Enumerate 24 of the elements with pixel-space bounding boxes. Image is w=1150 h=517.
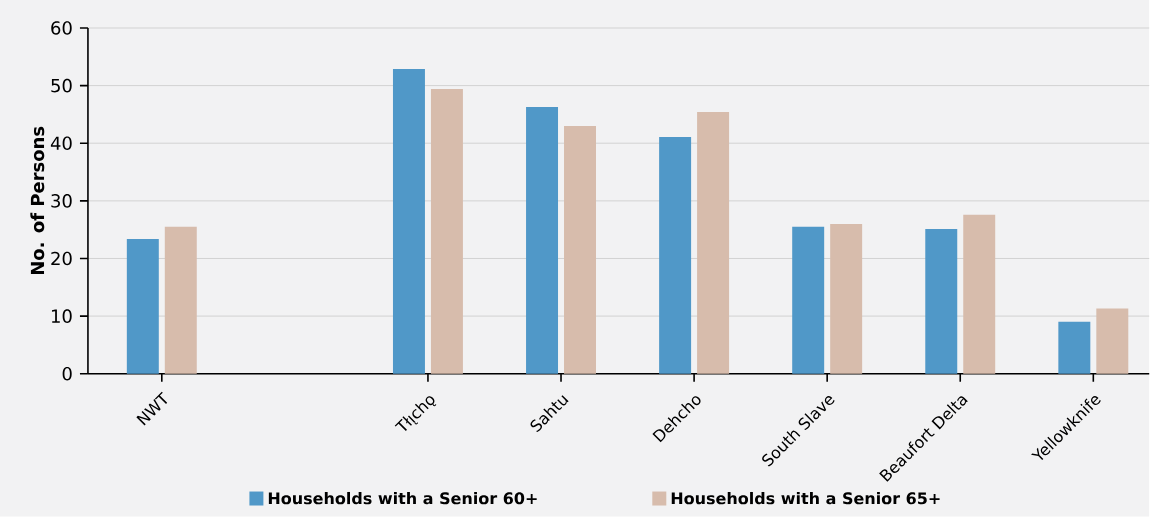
bar — [126, 239, 159, 374]
y-tick-label: 50 — [51, 78, 72, 93]
legend-label: Households with a Senior 60+ — [268, 492, 537, 505]
y-tick-label: 20 — [51, 251, 72, 266]
bar — [564, 126, 596, 374]
bar — [526, 107, 559, 374]
bar — [659, 137, 692, 374]
bar — [697, 112, 730, 374]
y-tick-label: 0 — [62, 367, 72, 381]
y-tick-label: 40 — [50, 136, 72, 151]
bar — [925, 229, 958, 374]
bar — [830, 224, 863, 374]
y-tick-label: 30 — [51, 194, 72, 208]
y-tick-label: 60 — [51, 21, 72, 35]
y-tick-label: 10 — [51, 309, 72, 324]
legend-label: Households with a Senior 65+ — [671, 492, 940, 505]
bar — [430, 89, 463, 374]
bar — [963, 214, 996, 374]
bar — [392, 69, 425, 374]
bar — [792, 226, 825, 374]
bar — [164, 226, 197, 374]
bar — [1096, 308, 1129, 374]
y-axis-title: No. of Persons — [30, 126, 45, 275]
bar — [1058, 322, 1091, 374]
